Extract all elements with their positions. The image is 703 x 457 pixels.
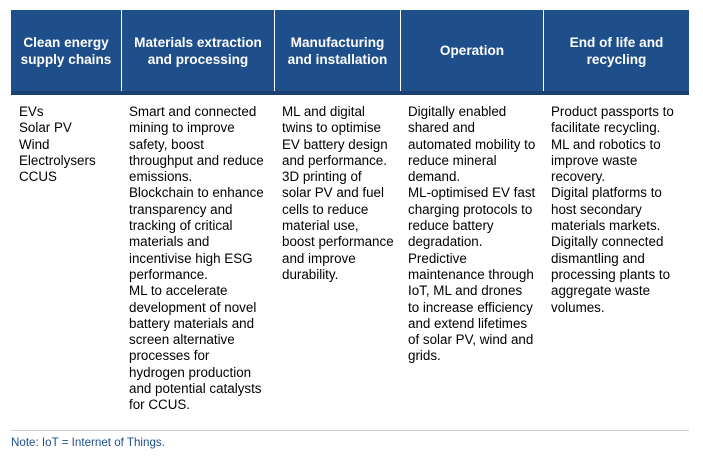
cell-line: Smart and connected — [129, 104, 257, 119]
cell-line: ML to accelerate — [129, 283, 228, 299]
cell-line: of solar PV, wind and — [408, 332, 534, 348]
header-line: and installation — [287, 51, 388, 67]
cell-line: durability. — [282, 266, 339, 282]
cell-line: Digitally enabled — [408, 104, 507, 119]
cell-manufacturing: ML and digital twins to optimise EV batter… — [274, 104, 400, 414]
cell-line: dismantling and — [551, 250, 645, 266]
cell-line: hydrogen production — [129, 364, 252, 380]
cell-line: transparency and — [129, 201, 233, 217]
cell-line: host secondary — [551, 201, 642, 217]
cell-line: screen alternative — [129, 332, 235, 348]
cell-line: material use, — [282, 218, 359, 234]
cell-line: Wind — [19, 136, 50, 152]
cell-line: Product passports to — [551, 104, 674, 119]
cell-line: boost performance — [282, 234, 394, 250]
cell-line: volumes. — [551, 299, 605, 315]
header-line: End of life and — [569, 34, 664, 50]
cell-line: performance. — [129, 266, 208, 282]
cell-line: Blockchain to enhance — [129, 185, 264, 201]
supply-chain-table: Clean energy supply chains Materials ext… — [11, 10, 689, 414]
header-text: Materials extraction and processing — [134, 34, 262, 68]
cell-line: development of novel — [129, 299, 257, 315]
cell-line: solar PV and fuel — [282, 185, 384, 201]
cell-line: incentivise high ESG — [129, 250, 253, 266]
cell-line: Digitally connected — [551, 234, 664, 250]
header-text: End of life and recycling — [570, 34, 664, 68]
cell-line: maintenance through — [408, 266, 534, 282]
cell-operation: Digitally enabled shared and automated mob… — [400, 104, 543, 414]
cell-line: mining to improve — [129, 120, 235, 136]
header-line: Operation — [439, 43, 505, 58]
cell-line: ML and digital — [282, 104, 365, 119]
cell-line: processing plants to — [551, 266, 671, 282]
cell-line: materials and — [129, 234, 210, 250]
cell-line: battery materials and — [129, 315, 255, 331]
cell-line: EV battery design — [282, 136, 388, 152]
cell-end-of-life: Product passports to facilitate recycling… — [543, 104, 689, 414]
header-clean-energy-supply-chains: Clean energy supply chains — [11, 10, 121, 91]
cell-line: and potential catalysts — [129, 381, 262, 397]
header-line: and processing — [147, 51, 249, 67]
cell-line: CCUS — [19, 169, 57, 185]
header-text: Clean energy supply chains — [21, 34, 112, 68]
cell-line: materials markets. — [551, 218, 661, 234]
cell-line: aggregate waste — [551, 283, 651, 299]
header-manufacturing-installation: Manufacturing and installation — [274, 10, 400, 91]
header-text: Operation — [440, 42, 504, 59]
cell-line: charging protocols to — [408, 201, 533, 217]
cell-line: Digital platforms to — [551, 185, 662, 201]
table-body-row: EVs Solar PV Wind Electrolysers CCUS Smart a… — [11, 104, 689, 414]
cell-line: and performance. — [282, 152, 387, 168]
table-note: Note: IoT = Internet of Things. — [11, 436, 165, 449]
cell-line: ML and robotics to — [551, 136, 661, 152]
header-materials-extraction: Materials extraction and processing — [121, 10, 274, 91]
cell-line: twins to optimise — [282, 120, 381, 136]
cell-line: reduce mineral — [408, 152, 497, 168]
header-text: Manufacturing and installation — [288, 34, 388, 68]
cell-line: shared and — [408, 120, 476, 136]
cell-line: recovery. — [551, 169, 606, 185]
header-end-of-life-recycling: End of life and recycling — [543, 10, 689, 91]
cell-line: degradation. — [408, 234, 483, 250]
header-line: supply chains — [20, 51, 112, 67]
cell-line: and extend lifetimes — [408, 315, 528, 331]
cell-line: emissions. — [129, 169, 193, 185]
header-operation: Operation — [400, 10, 543, 91]
cell-materials-extraction: Smart and connected mining to improve safe… — [121, 104, 274, 414]
cell-line: cells to reduce — [282, 201, 369, 217]
cell-line: and improve — [282, 250, 356, 266]
cell-line: automated mobility to — [408, 136, 536, 152]
cell-line: demand. — [408, 169, 461, 185]
cell-line: to increase efficiency — [408, 299, 533, 315]
cell-line: ML-optimised EV fast — [408, 185, 536, 201]
cell-line: Electrolysers — [19, 152, 96, 168]
table-bottom-rule — [11, 430, 689, 431]
cell-line: Predictive — [408, 250, 467, 266]
header-line: recycling — [586, 51, 647, 67]
cell-line: tracking of critical — [129, 218, 233, 234]
cell-line: processes for — [129, 348, 210, 364]
cell-line: safety, boost — [129, 136, 204, 152]
cell-supply-chains: EVs Solar PV Wind Electrolysers CCUS — [11, 104, 121, 414]
cell-line: EVs — [19, 104, 44, 119]
cell-line: 3D printing of — [282, 169, 362, 185]
header-line: Manufacturing — [290, 34, 385, 50]
cell-line: reduce battery — [408, 218, 494, 234]
cell-line: Solar PV — [19, 120, 72, 136]
cell-line: improve waste — [551, 152, 638, 168]
header-line: Materials extraction — [134, 34, 262, 50]
cell-line: throughput and reduce — [129, 152, 264, 168]
cell-line: grids. — [408, 348, 441, 364]
header-line: Clean energy — [23, 34, 109, 50]
table-header-row: Clean energy supply chains Materials ext… — [11, 10, 689, 95]
cell-line: for CCUS. — [129, 397, 191, 413]
cell-line: facilitate recycling. — [551, 120, 661, 136]
cell-line: IoT, ML and drones — [408, 283, 523, 299]
